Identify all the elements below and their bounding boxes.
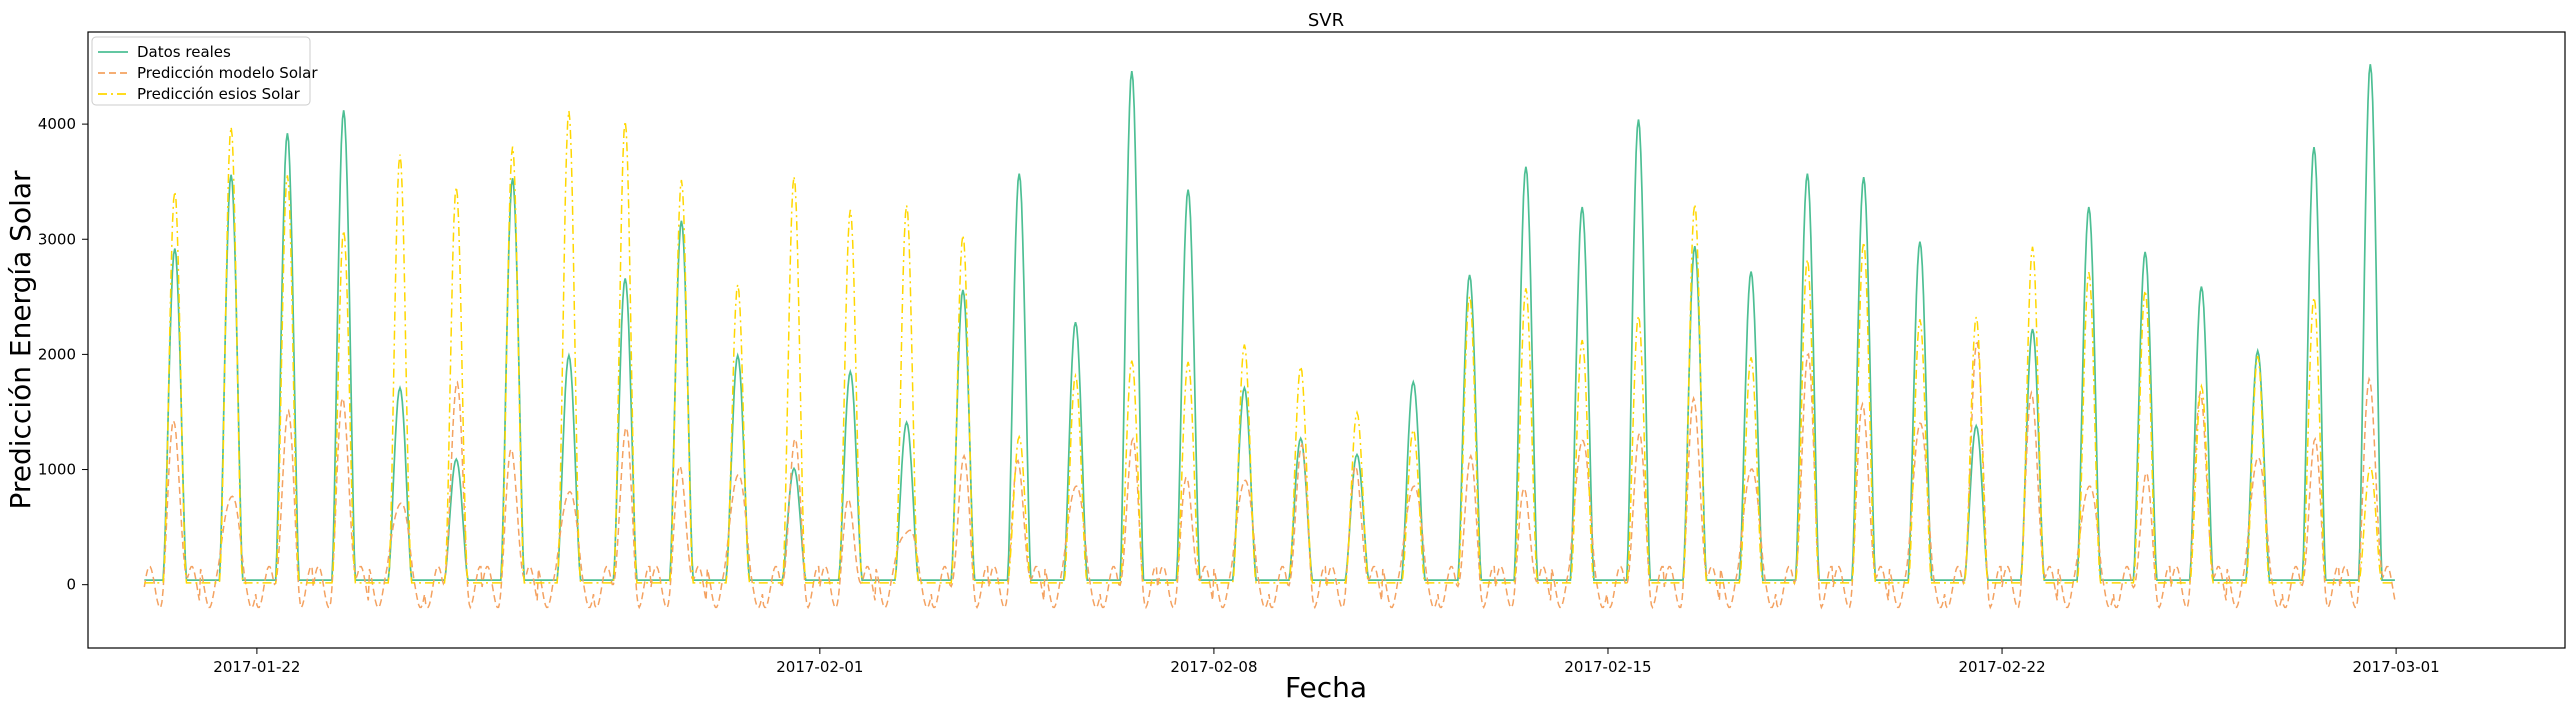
x-tick-label: 2017-02-22 bbox=[1958, 658, 2045, 676]
x-tick-label: 2017-02-08 bbox=[1170, 658, 1257, 676]
legend-items: Datos reales Predicción modelo Solar Predi… bbox=[98, 43, 318, 103]
x-tick-label: 2017-03-01 bbox=[2353, 658, 2440, 676]
legend: Datos reales Predicción modelo Solar Predi… bbox=[91, 36, 318, 106]
x-tick-label: 2017-02-01 bbox=[776, 658, 863, 676]
series-line-2 bbox=[143, 341, 2396, 610]
y-axis: 0 1000 2000 3000 4000 bbox=[38, 115, 88, 594]
y-tick-label: 4000 bbox=[38, 115, 76, 133]
y-tick-label: 3000 bbox=[38, 230, 76, 248]
y-axis-title: Predicción Energía Solar bbox=[4, 170, 37, 510]
legend-label: Predicción modelo Solar bbox=[137, 64, 318, 82]
y-tick-label: 2000 bbox=[38, 345, 76, 363]
series-layer bbox=[143, 64, 2396, 610]
chart-title: SVR bbox=[1308, 10, 1344, 31]
x-tick-label: 2017-01-22 bbox=[213, 658, 300, 676]
y-tick-label: 0 bbox=[66, 576, 76, 594]
x-tick-label: 2017-02-15 bbox=[1564, 658, 1651, 676]
y-tick-label: 1000 bbox=[38, 461, 76, 479]
plot-frame bbox=[87, 31, 2566, 649]
series-line-3 bbox=[144, 110, 2395, 584]
legend-box bbox=[91, 36, 311, 106]
x-axis-title: Fecha bbox=[1285, 671, 1367, 704]
x-axis: 2017-01-22 2017-02-01 2017-02-08 2017-02-15… bbox=[213, 648, 2440, 676]
legend-label: Datos reales bbox=[137, 43, 231, 61]
legend-label: Predicción esios Solar bbox=[137, 85, 301, 103]
